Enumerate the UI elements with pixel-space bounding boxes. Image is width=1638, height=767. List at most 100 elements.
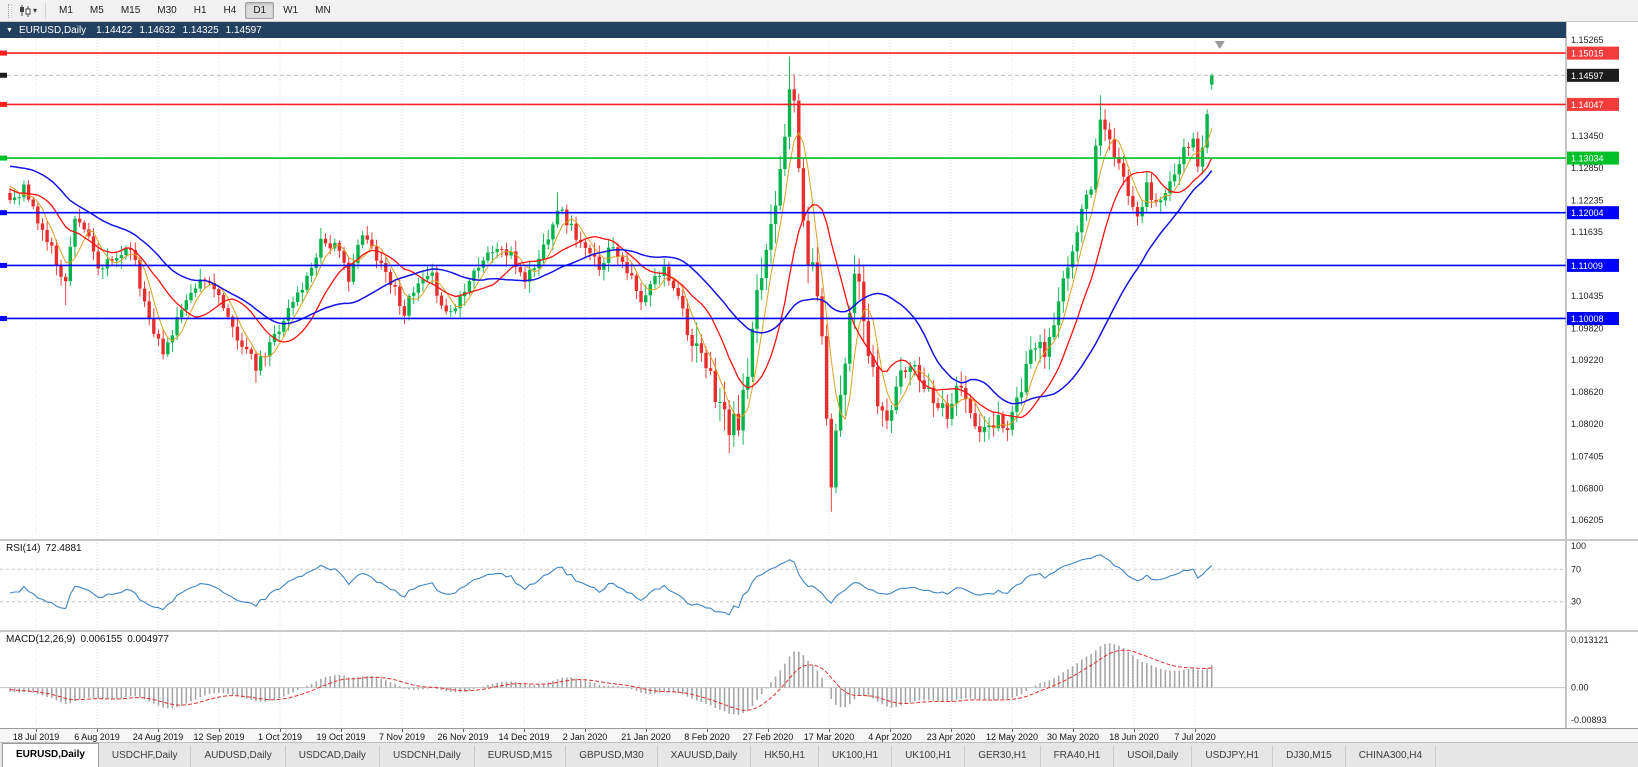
panel-splitter[interactable]: [0, 539, 1638, 541]
rsi-canvas[interactable]: 100 70 30: [0, 541, 1638, 630]
price-axis-label: 1.12235: [1571, 195, 1604, 205]
date-axis-label: 30 May 2020: [1046, 732, 1100, 742]
price-axis[interactable]: [1566, 22, 1638, 539]
macd-histogram: [9, 643, 1213, 715]
chart-tab-hk50-h1[interactable]: HK50,H1: [751, 746, 819, 767]
date-axis-label: 12 Sep 2019: [193, 732, 245, 742]
timeframe-button-w1[interactable]: W1: [283, 5, 299, 16]
price-tag-line: 1.13034: [1571, 154, 1604, 164]
chart-type-button[interactable]: ▾: [16, 3, 40, 18]
chart-title-bar[interactable]: ▼ EURUSD,Daily 1.14422 1.14632 1.14325 1…: [0, 22, 1566, 38]
timeframe-button-mn[interactable]: MN: [315, 5, 331, 16]
macd-label: MACD(12,26,9) 0.006155 0.004977: [6, 634, 174, 645]
chart-tab-eurusd-m15[interactable]: EURUSD,M15: [475, 746, 567, 767]
date-axis-label: 8 Feb 2020: [684, 732, 730, 742]
chart-tab-dj30-m15[interactable]: DJ30,M15: [1273, 746, 1346, 767]
date-tick: [707, 729, 708, 732]
price-axis-label: 1.11635: [1571, 227, 1603, 237]
timeframe-button-h1[interactable]: H1: [193, 5, 207, 16]
toolbar-separator: [45, 2, 47, 19]
macd-panel[interactable]: MACD(12,26,9) 0.006155 0.004977 0.013121 0.…: [0, 632, 1638, 728]
horizontal-lines: [0, 50, 1566, 321]
chart-tab-eurusd-daily[interactable]: EURUSD,Daily: [2, 743, 99, 767]
price-tag-line: 1.12004: [1571, 208, 1604, 218]
ohlc-open: 1.14422: [96, 24, 133, 36]
macd-axis-label: 0.013121: [1571, 635, 1609, 645]
timeframe-button-h4[interactable]: H4: [223, 5, 237, 16]
hline-left-marker: [0, 262, 7, 268]
price-axis-label: 1.06800: [1571, 484, 1604, 494]
chart-tab-china300-h4[interactable]: CHINA300,H4: [1346, 746, 1437, 767]
price-axis-tags: 1.15015 1.14597 1.14047 1.13034 1.12004 1.110…: [1567, 46, 1619, 325]
chart-window[interactable]: ▼ EURUSD,Daily 1.14422 1.14632 1.14325 1…: [0, 22, 1638, 539]
chart-tab-uk100-h1[interactable]: UK100,H1: [819, 746, 893, 767]
timeframe-button-m30[interactable]: M30: [157, 5, 177, 16]
rsi-name: RSI(14): [6, 543, 41, 554]
chart-tab-usdcad-daily[interactable]: USDCAD,Daily: [286, 746, 380, 767]
date-tick: [158, 729, 159, 732]
macd-signal-value: 0.004977: [127, 634, 169, 645]
price-axis-label: 1.15265: [1571, 35, 1604, 45]
candlestick-chart-icon: [20, 5, 31, 17]
price-tag-current-price: 1.14597: [1571, 71, 1604, 81]
date-tick: [1134, 729, 1135, 732]
shift-marker-icon: [1214, 41, 1225, 49]
rsi-axis-label: 70: [1571, 564, 1581, 574]
date-tick: [890, 729, 891, 732]
chart-tab-usdcnh-daily[interactable]: USDCNH,Daily: [380, 746, 475, 767]
date-axis-label: 17 Mar 2020: [803, 732, 855, 742]
chart-tab-usdjpy-h1[interactable]: USDJPY,H1: [1192, 746, 1274, 767]
date-axis-label: 21 Jan 2020: [621, 732, 671, 742]
price-tag-box: [1567, 97, 1619, 111]
timeframe-button-m15[interactable]: M15: [120, 5, 141, 16]
ohlc-high: 1.14632: [139, 24, 176, 36]
date-axis-label: 2 Jan 2020: [562, 732, 608, 742]
moving-average-lines: [9, 128, 1213, 429]
chart-tab-fra40-h1[interactable]: FRA40,H1: [1041, 746, 1115, 767]
price-tag-box: [1567, 258, 1619, 272]
timeframe-button-m5[interactable]: M5: [89, 5, 104, 16]
price-tag-box: [1567, 312, 1619, 325]
ma-line-30: [9, 165, 1213, 405]
price-tag-box: [1567, 46, 1619, 60]
date-tick: [280, 729, 281, 732]
price-axis-label: 1.10435: [1571, 291, 1604, 301]
chart-tab-audusd-daily[interactable]: AUDUSD,Daily: [191, 746, 286, 767]
ma-line-13: [9, 157, 1213, 419]
price-tag-line: 1.11009: [1571, 261, 1603, 271]
timeframe-button-m1[interactable]: M1: [59, 5, 73, 16]
price-axis-label: 1.08620: [1571, 387, 1604, 397]
date-axis-label: 24 Aug 2019: [132, 732, 184, 742]
timeframe-button-d1[interactable]: D1: [245, 2, 275, 19]
toolbar-grip-handle[interactable]: [8, 3, 12, 18]
date-tick: [341, 729, 342, 732]
hline-left-marker: [0, 101, 7, 107]
date-axis[interactable]: 18 Jul 2019 6 Aug 2019 24 Aug 2019 12 Sep 2…: [0, 728, 1638, 742]
collapse-icon[interactable]: ▼: [6, 26, 13, 34]
macd-canvas[interactable]: 0.013121 0.00 -0.00893: [0, 632, 1638, 728]
macd-axis-label: 0.00: [1571, 683, 1589, 693]
price-tag-line: 1.10008: [1571, 314, 1604, 324]
chart-tab-xauusd-daily[interactable]: XAUUSD,Daily: [658, 746, 752, 767]
caret-down-icon: ▾: [33, 6, 38, 15]
date-axis-label: 26 Nov 2019: [437, 732, 489, 742]
rsi-axis-label: 30: [1571, 597, 1581, 607]
chart-tab-uk100-h1[interactable]: UK100,H1: [892, 746, 966, 767]
vertical-gridlines: [35, 40, 1196, 534]
chart-tab-gbpusd-m30[interactable]: GBPUSD,M30: [566, 746, 658, 767]
main-chart-canvas[interactable]: 1.15265 1.13450 1.12850 1.12235 1.11635 1.104…: [0, 22, 1638, 539]
panel-splitter[interactable]: [0, 630, 1638, 632]
current-price-left-marker: [0, 72, 7, 78]
price-axis-label: 1.09820: [1571, 323, 1604, 333]
chart-tab-usdchf-daily[interactable]: USDCHF,Daily: [99, 746, 192, 767]
date-axis-label: 1 Oct 2019: [257, 732, 303, 742]
price-tag-line: 1.14047: [1571, 100, 1604, 110]
chart-tab-ger30-h1[interactable]: GER30,H1: [965, 746, 1041, 767]
price-tag-box: [1567, 68, 1619, 82]
date-axis-label: 18 Jun 2020: [1109, 732, 1159, 742]
rsi-panel[interactable]: RSI(14) 72.4881 100 70 30: [0, 541, 1638, 630]
chart-tab-usoil-daily[interactable]: USOil,Daily: [1114, 746, 1193, 767]
date-tick: [524, 729, 525, 732]
date-tick: [1012, 729, 1013, 732]
date-axis-label: 27 Feb 2020: [742, 732, 794, 742]
